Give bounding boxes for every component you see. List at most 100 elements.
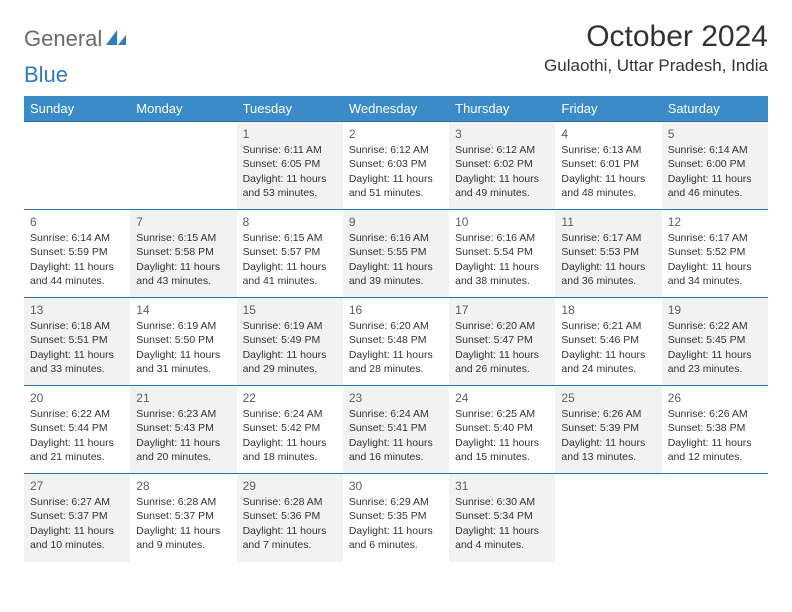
sunrise-text: Sunrise: 6:15 AM [243, 231, 337, 245]
sunset-text: Sunset: 5:36 PM [243, 509, 337, 523]
day-number: 29 [243, 478, 337, 494]
sunrise-text: Sunrise: 6:13 AM [561, 143, 655, 157]
calendar-day-cell: 22Sunrise: 6:24 AMSunset: 5:42 PMDayligh… [237, 386, 343, 474]
day-number: 2 [349, 126, 443, 142]
calendar-day-cell: 5Sunrise: 6:14 AMSunset: 6:00 PMDaylight… [662, 122, 768, 210]
sunset-text: Sunset: 6:03 PM [349, 157, 443, 171]
sunrise-text: Sunrise: 6:20 AM [349, 319, 443, 333]
sunrise-text: Sunrise: 6:17 AM [561, 231, 655, 245]
daylight-text: Daylight: 11 hours and 43 minutes. [136, 260, 230, 288]
day-number: 24 [455, 390, 549, 406]
sunrise-text: Sunrise: 6:26 AM [668, 407, 762, 421]
day-number: 22 [243, 390, 337, 406]
day-header: Saturday [662, 96, 768, 122]
sunset-text: Sunset: 6:00 PM [668, 157, 762, 171]
daylight-text: Daylight: 11 hours and 29 minutes. [243, 348, 337, 376]
day-number: 8 [243, 214, 337, 230]
sunrise-text: Sunrise: 6:28 AM [243, 495, 337, 509]
daylight-text: Daylight: 11 hours and 23 minutes. [668, 348, 762, 376]
sunrise-text: Sunrise: 6:19 AM [136, 319, 230, 333]
daylight-text: Daylight: 11 hours and 18 minutes. [243, 436, 337, 464]
daylight-text: Daylight: 11 hours and 7 minutes. [243, 524, 337, 552]
sunrise-text: Sunrise: 6:27 AM [30, 495, 124, 509]
sunrise-text: Sunrise: 6:17 AM [668, 231, 762, 245]
sunrise-text: Sunrise: 6:26 AM [561, 407, 655, 421]
daylight-text: Daylight: 11 hours and 34 minutes. [668, 260, 762, 288]
calendar-page: General October 2024 Gulaothi, Uttar Pra… [0, 0, 792, 582]
sunrise-text: Sunrise: 6:11 AM [243, 143, 337, 157]
day-number: 23 [349, 390, 443, 406]
sunset-text: Sunset: 5:47 PM [455, 333, 549, 347]
day-number: 15 [243, 302, 337, 318]
calendar-day-cell: 19Sunrise: 6:22 AMSunset: 5:45 PMDayligh… [662, 298, 768, 386]
day-header: Monday [130, 96, 236, 122]
daylight-text: Daylight: 11 hours and 28 minutes. [349, 348, 443, 376]
day-number: 11 [561, 214, 655, 230]
calendar-day-cell: 11Sunrise: 6:17 AMSunset: 5:53 PMDayligh… [555, 210, 661, 298]
calendar-day-cell: 13Sunrise: 6:18 AMSunset: 5:51 PMDayligh… [24, 298, 130, 386]
day-number: 9 [349, 214, 443, 230]
calendar-day-cell: 25Sunrise: 6:26 AMSunset: 5:39 PMDayligh… [555, 386, 661, 474]
day-number: 7 [136, 214, 230, 230]
sunrise-text: Sunrise: 6:14 AM [668, 143, 762, 157]
sunrise-text: Sunrise: 6:12 AM [349, 143, 443, 157]
day-number: 14 [136, 302, 230, 318]
day-header: Tuesday [237, 96, 343, 122]
calendar-week-row: 6Sunrise: 6:14 AMSunset: 5:59 PMDaylight… [24, 210, 768, 298]
logo-text-general: General [24, 26, 102, 52]
calendar-day-cell: 15Sunrise: 6:19 AMSunset: 5:49 PMDayligh… [237, 298, 343, 386]
sunset-text: Sunset: 5:58 PM [136, 245, 230, 259]
calendar-day-cell: 26Sunrise: 6:26 AMSunset: 5:38 PMDayligh… [662, 386, 768, 474]
day-number: 31 [455, 478, 549, 494]
daylight-text: Daylight: 11 hours and 20 minutes. [136, 436, 230, 464]
day-header-row: Sunday Monday Tuesday Wednesday Thursday… [24, 96, 768, 122]
daylight-text: Daylight: 11 hours and 38 minutes. [455, 260, 549, 288]
sunset-text: Sunset: 5:59 PM [30, 245, 124, 259]
calendar-day-cell: 21Sunrise: 6:23 AMSunset: 5:43 PMDayligh… [130, 386, 236, 474]
calendar-day-cell: 29Sunrise: 6:28 AMSunset: 5:36 PMDayligh… [237, 474, 343, 562]
calendar-day-cell: 12Sunrise: 6:17 AMSunset: 5:52 PMDayligh… [662, 210, 768, 298]
sunset-text: Sunset: 5:35 PM [349, 509, 443, 523]
day-header: Thursday [449, 96, 555, 122]
daylight-text: Daylight: 11 hours and 39 minutes. [349, 260, 443, 288]
calendar-day-cell: 8Sunrise: 6:15 AMSunset: 5:57 PMDaylight… [237, 210, 343, 298]
day-header: Sunday [24, 96, 130, 122]
daylight-text: Daylight: 11 hours and 46 minutes. [668, 172, 762, 200]
day-number: 1 [243, 126, 337, 142]
sunset-text: Sunset: 5:52 PM [668, 245, 762, 259]
daylight-text: Daylight: 11 hours and 49 minutes. [455, 172, 549, 200]
sunset-text: Sunset: 5:48 PM [349, 333, 443, 347]
day-number: 17 [455, 302, 549, 318]
title-block: October 2024 Gulaothi, Uttar Pradesh, In… [544, 20, 768, 76]
sunset-text: Sunset: 5:46 PM [561, 333, 655, 347]
calendar-day-cell: 23Sunrise: 6:24 AMSunset: 5:41 PMDayligh… [343, 386, 449, 474]
sunset-text: Sunset: 5:53 PM [561, 245, 655, 259]
calendar-day-cell [555, 474, 661, 562]
day-number: 20 [30, 390, 124, 406]
daylight-text: Daylight: 11 hours and 44 minutes. [30, 260, 124, 288]
sunrise-text: Sunrise: 6:21 AM [561, 319, 655, 333]
calendar-week-row: 20Sunrise: 6:22 AMSunset: 5:44 PMDayligh… [24, 386, 768, 474]
daylight-text: Daylight: 11 hours and 48 minutes. [561, 172, 655, 200]
sunset-text: Sunset: 5:39 PM [561, 421, 655, 435]
day-number: 10 [455, 214, 549, 230]
daylight-text: Daylight: 11 hours and 16 minutes. [349, 436, 443, 464]
daylight-text: Daylight: 11 hours and 51 minutes. [349, 172, 443, 200]
calendar-day-cell: 17Sunrise: 6:20 AMSunset: 5:47 PMDayligh… [449, 298, 555, 386]
daylight-text: Daylight: 11 hours and 13 minutes. [561, 436, 655, 464]
day-number: 21 [136, 390, 230, 406]
day-number: 6 [30, 214, 124, 230]
sunrise-text: Sunrise: 6:16 AM [349, 231, 443, 245]
calendar-day-cell: 7Sunrise: 6:15 AMSunset: 5:58 PMDaylight… [130, 210, 236, 298]
calendar-day-cell: 9Sunrise: 6:16 AMSunset: 5:55 PMDaylight… [343, 210, 449, 298]
calendar-day-cell: 28Sunrise: 6:28 AMSunset: 5:37 PMDayligh… [130, 474, 236, 562]
calendar-day-cell [24, 122, 130, 210]
sunrise-text: Sunrise: 6:29 AM [349, 495, 443, 509]
daylight-text: Daylight: 11 hours and 10 minutes. [30, 524, 124, 552]
daylight-text: Daylight: 11 hours and 4 minutes. [455, 524, 549, 552]
calendar-day-cell: 1Sunrise: 6:11 AMSunset: 6:05 PMDaylight… [237, 122, 343, 210]
sunset-text: Sunset: 5:34 PM [455, 509, 549, 523]
day-number: 5 [668, 126, 762, 142]
calendar-table: Sunday Monday Tuesday Wednesday Thursday… [24, 96, 768, 562]
sunset-text: Sunset: 5:40 PM [455, 421, 549, 435]
